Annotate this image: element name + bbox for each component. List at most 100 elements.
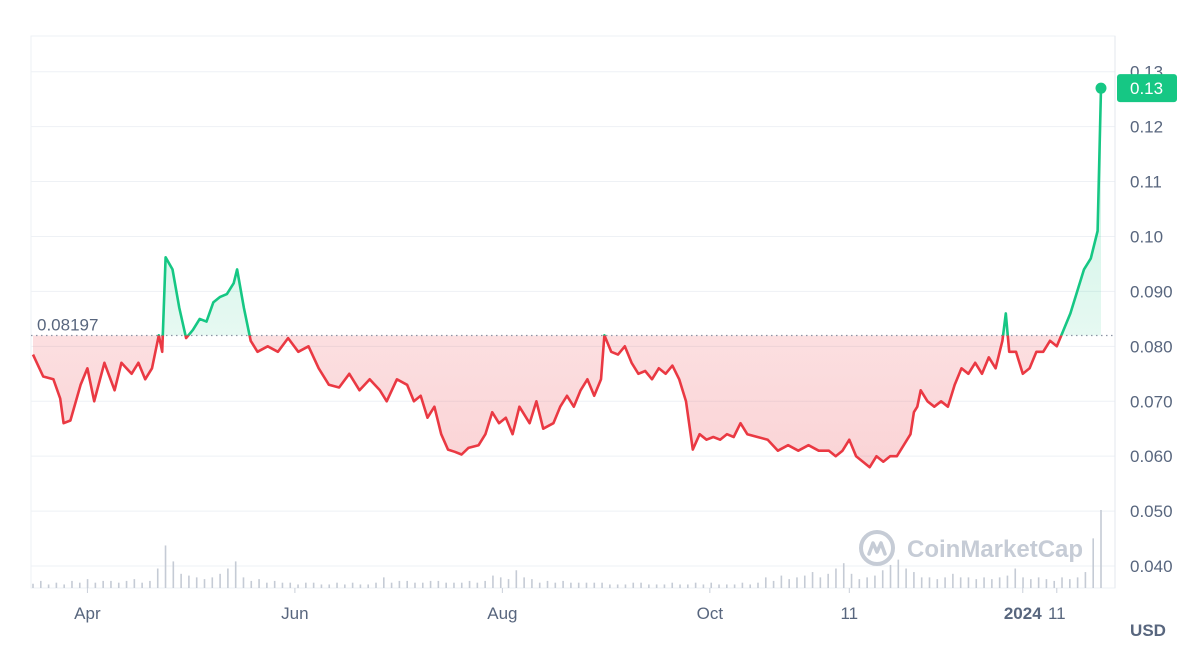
x-tick-label: 11 [840,604,858,623]
volume-bar [632,582,635,588]
volume-bar [180,573,182,588]
volume-bar [367,584,370,588]
current-price-badge: 0.13 [1117,74,1177,103]
volume-bar [1022,577,1024,588]
volume-bar [234,561,237,588]
volume-bar [421,582,424,588]
volume-bar [570,582,572,588]
volume-bar [211,577,214,588]
volume-bar [952,573,954,588]
volume-bar [281,582,284,588]
y-tick-label: 0.12 [1130,118,1163,137]
currency-label: USD [1130,621,1166,640]
volume-bar [913,572,915,588]
volume-bar [94,582,97,588]
volume-bar [710,582,713,588]
volume-bar [328,584,331,588]
volume-bar [616,584,619,588]
volume-bar [71,580,73,588]
volume-bar [983,577,985,588]
volume-bar [499,577,502,588]
volume-bar [858,579,861,588]
volume-bar [967,577,970,588]
volume-bar [1084,572,1087,588]
volume-bar [772,580,775,588]
volume-bar [1061,577,1063,588]
volume-bar [47,584,50,588]
reference-price-label: 0.08197 [37,316,98,335]
current-price-badge-bg [1117,74,1177,103]
volume-bar [959,577,962,588]
price-line-above [157,88,1103,336]
volume-bar [835,568,837,588]
price-area-below [33,335,1062,468]
volume-bar [764,577,767,588]
volume-bar [453,582,455,588]
volume-bar [694,582,697,588]
y-tick-label: 0.040 [1130,557,1173,576]
volume-bar [1069,579,1071,588]
volume-bar [149,580,151,588]
volume-bar [273,580,276,588]
volume-bar [359,584,362,588]
volume-bar [936,579,939,588]
volume-bar [484,580,486,588]
volume-bar [655,584,658,588]
volume-bar [1037,577,1040,588]
volume-bar [258,579,260,588]
volume-bar [679,584,681,588]
volume-bar [905,568,907,588]
volume-bar [375,582,377,588]
volume-bar [803,575,806,588]
volume-bar [125,580,128,588]
volume-bar [476,582,479,588]
y-tick-label: 0.090 [1130,282,1173,301]
volume-bar [881,570,884,588]
volume-bar [203,579,206,588]
current-price-dot [1095,82,1107,94]
volume-bar [788,579,790,588]
volume-bar [866,577,868,588]
y-tick-label: 0.080 [1130,337,1173,356]
volume-bar [640,582,642,588]
volume-bar [741,582,744,588]
volume-bar [562,580,564,588]
x-tick-label: 11 [1048,604,1066,623]
volume-bar [437,580,440,588]
volume-bar [601,582,603,588]
volume-bar [188,575,190,588]
volume-bar [702,584,705,588]
volume-bar [842,563,845,588]
volume-bar [195,577,198,588]
volume-bar [718,584,720,588]
volume-bar [320,584,323,588]
volume-bar [749,584,751,588]
volume-bar [344,584,346,588]
volume-bar [492,575,494,588]
y-tick-label: 0.11 [1130,173,1162,192]
coinmarketcap-watermark: CoinMarketCap [859,530,1083,566]
volume-bar [414,582,416,588]
volume-bar [289,582,292,588]
volume-bar [297,584,299,588]
y-tick-label: 0.050 [1130,502,1173,521]
volume-bar [1092,538,1095,588]
volume-bar [133,579,136,588]
volume-bar [383,577,385,588]
volume-bar [1100,510,1102,588]
volume-bar [515,570,518,588]
volume-bar [266,582,268,588]
volume-bar [55,582,58,588]
volume-bar [687,584,689,588]
volume-bar [312,582,315,588]
volume-bar [928,577,931,588]
volume-bar [227,568,229,588]
volume-bar [531,579,533,588]
volume-bar [796,577,798,588]
y-tick-label: 0.060 [1130,447,1173,466]
volume-bar [889,564,892,588]
volume-bar [156,568,159,588]
volume-bar [1014,568,1017,588]
volume-bar [585,582,588,588]
